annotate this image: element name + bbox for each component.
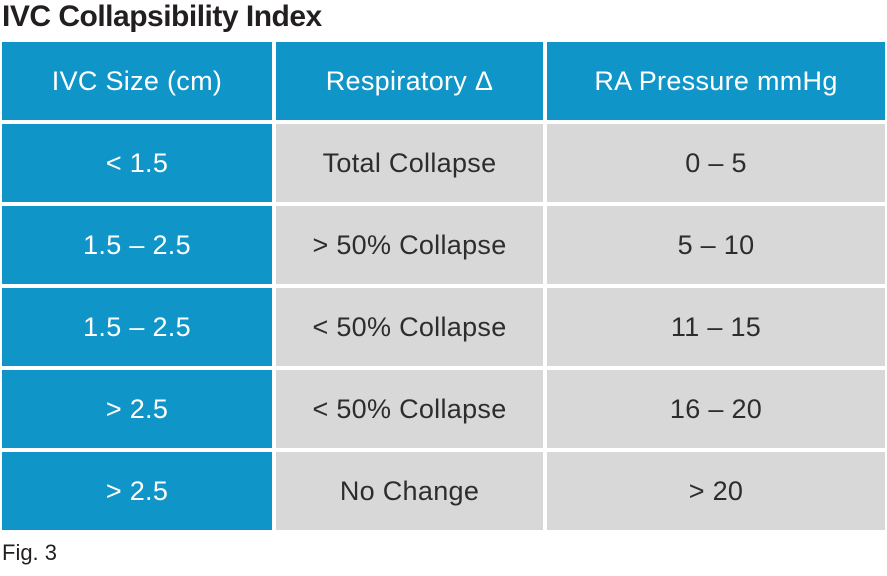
table-cell-row5-ivc-size: > 2.5 [2, 452, 272, 530]
table-cell-row1-ivc-size: < 1.5 [2, 124, 272, 202]
table-cell-row4-pressure: 16 – 20 [547, 370, 885, 448]
figure-caption: Fig. 3 [2, 540, 58, 565]
table-cell-row2-ivc-size: 1.5 – 2.5 [2, 206, 272, 284]
table-cell-row3-ivc-size: 1.5 – 2.5 [2, 288, 272, 366]
table-cell-row5-pressure: > 20 [547, 452, 885, 530]
table-cell-row4-respiratory: < 50% Collapse [276, 370, 543, 448]
ivc-collapsibility-table: IVC Size (cm) Respiratory Δ RA Pressure … [2, 42, 885, 530]
table-cell-row1-respiratory: Total Collapse [276, 124, 543, 202]
table-cell-row2-respiratory: > 50% Collapse [276, 206, 543, 284]
table-cell-row3-respiratory: < 50% Collapse [276, 288, 543, 366]
table-cell-row2-pressure: 5 – 10 [547, 206, 885, 284]
table-cell-row5-respiratory: No Change [276, 452, 543, 530]
table-cell-row1-pressure: 0 – 5 [547, 124, 885, 202]
column-header-respiratory-delta: Respiratory Δ [276, 42, 543, 120]
table-cell-row3-pressure: 11 – 15 [547, 288, 885, 366]
column-header-ra-pressure: RA Pressure mmHg [547, 42, 885, 120]
figure-title: IVC Collapsibility Index [2, 0, 322, 33]
column-header-ivc-size: IVC Size (cm) [2, 42, 272, 120]
table-cell-row4-ivc-size: > 2.5 [2, 370, 272, 448]
